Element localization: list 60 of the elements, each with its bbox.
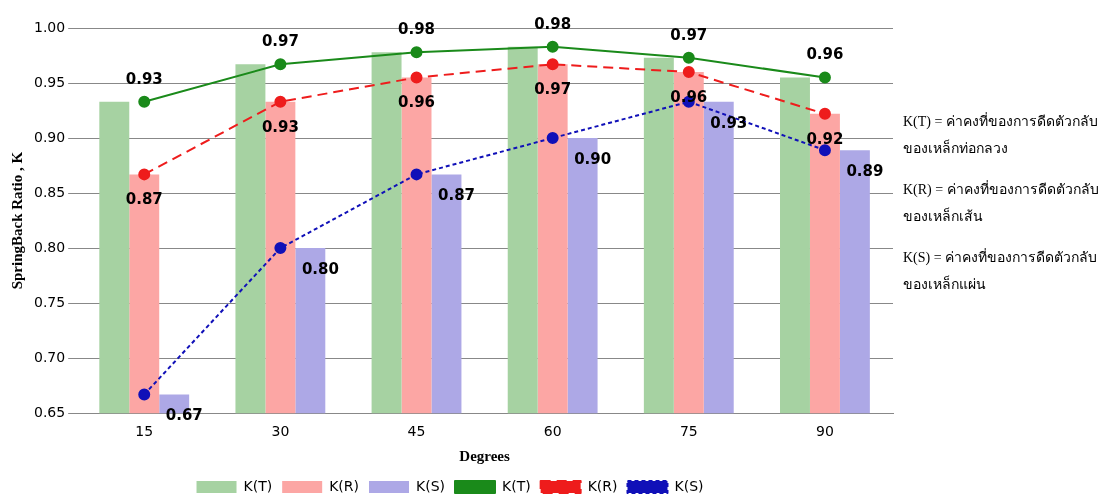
point (818, 144, 831, 157)
data-label: 0.98 (398, 20, 436, 39)
point (410, 71, 423, 84)
y-tick-label: 0.75 (34, 293, 66, 310)
y-tick-label: 0.90 (34, 128, 66, 145)
point (818, 107, 831, 120)
x-tick-label: 60 (543, 423, 562, 440)
point (274, 58, 287, 71)
data-label: 0.93 (125, 69, 163, 88)
y-tick-label: 0.70 (34, 348, 66, 365)
x-tick-label: 30 (271, 423, 290, 440)
data-label: 0.97 (261, 32, 299, 51)
x-tick-label: 75 (679, 423, 698, 440)
text: K(T) = ค่าคงที่ของการดีดตัวกลับของเหล็กท่อกลวง (903, 111, 1099, 158)
point (274, 242, 287, 255)
point (546, 40, 559, 53)
data-label: 0.67 (165, 406, 203, 425)
data-label: 0.93 (261, 117, 299, 136)
x-tick-label: 90 (816, 423, 834, 440)
point (274, 95, 287, 108)
point (818, 71, 831, 84)
data-label: 0.96 (806, 45, 844, 64)
point (546, 58, 559, 71)
x-axis-title: Degrees (459, 447, 511, 464)
y-tick-label: 0.80 (34, 238, 66, 255)
legend-label: K(T) (243, 477, 273, 494)
point (138, 168, 151, 181)
data-label: 0.96 (398, 93, 436, 112)
text: K(R) = ค่าคงที่ของการดีดตัวกลับของเหล็กเส้น (903, 179, 1100, 226)
data-label: 0.80 (301, 260, 339, 278)
point (682, 66, 695, 79)
data-label: 0.98 (534, 14, 572, 33)
data-label: 0.87 (125, 190, 163, 209)
point (138, 95, 151, 108)
y-tick-label: 1.00 (34, 18, 66, 35)
data-label: 0.89 (846, 162, 884, 181)
legend-label: K(R) (587, 477, 618, 494)
point (682, 51, 695, 64)
data-label: 0.97 (534, 80, 572, 99)
y-tick-label: 0.95 (34, 73, 66, 90)
y-tick-label: 0.65 (34, 403, 66, 420)
data-label: 0.87 (438, 186, 476, 205)
data-label: 0.96 (670, 87, 708, 106)
x-tick-label: 15 (135, 423, 154, 440)
point (410, 168, 423, 181)
legend-label: K(R) (329, 477, 360, 494)
text: K(S) = ค่าคงที่ของการดีดตัวกลับของเหล็กแผ่น (903, 247, 1099, 294)
point (546, 132, 559, 145)
x-tick-label: 45 (407, 423, 426, 440)
legend-label: K(T) (502, 477, 531, 494)
data-label: 0.90 (574, 149, 612, 168)
data-label: 0.92 (806, 129, 844, 148)
legend-label: K(S) (416, 477, 446, 494)
legend-label: K(S) (674, 477, 704, 494)
y-tick-label: 0.85 (34, 183, 66, 200)
data-label: 0.97 (670, 25, 708, 44)
point (138, 388, 151, 401)
data-label: 0.93 (710, 113, 748, 132)
point (410, 46, 423, 59)
y-axis-title: SpringBack Ratio , K (8, 151, 25, 290)
